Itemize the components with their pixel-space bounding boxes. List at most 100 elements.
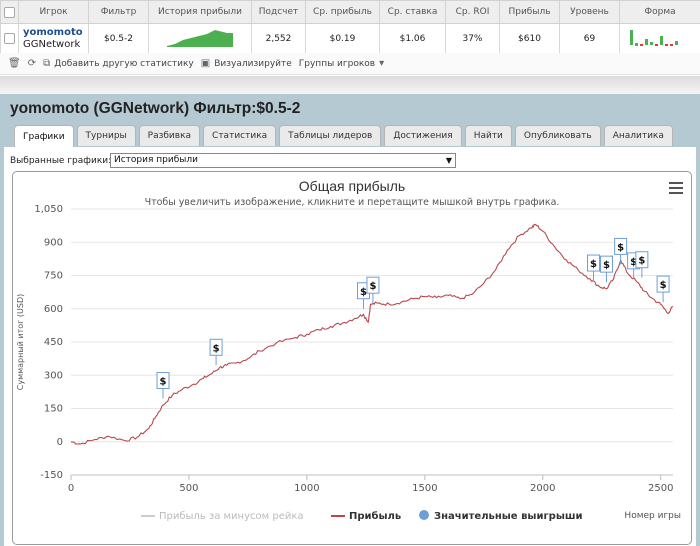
col-header-avg-roi[interactable]: Ср. ROI bbox=[445, 0, 500, 24]
player-panel: yomomoto (GGNetwork) Фильтр:$0.5-2 Графи… bbox=[0, 94, 700, 546]
filter-value: $0.5-2 bbox=[88, 23, 149, 54]
chart-select-value: История прибыли bbox=[114, 155, 198, 165]
big-win-marker[interactable]: $ bbox=[656, 275, 670, 303]
chart-title: Общая прибыль bbox=[298, 178, 406, 194]
col-header-player[interactable]: Игрок bbox=[18, 0, 89, 24]
tab-publish[interactable]: Опубликовать bbox=[514, 125, 601, 146]
big-win-marker[interactable]: $ bbox=[635, 251, 649, 278]
col-header-avg-stake[interactable]: Ср. ставка bbox=[379, 0, 446, 24]
svg-text:$: $ bbox=[213, 343, 220, 354]
tab-leaderboards[interactable]: Таблицы лидеров bbox=[279, 125, 382, 146]
select-all-checkbox[interactable] bbox=[0, 0, 19, 24]
chart-canvas: -150 0 150 300 450 600 750 900 1,050 0 500 1000 1500… bbox=[16, 204, 681, 522]
avg-stake-value: $1.06 bbox=[379, 23, 446, 54]
legend-net-profit: Прибыль за минусом рейка bbox=[159, 511, 304, 522]
profit-series-line bbox=[70, 223, 674, 445]
chevron-down-icon: ▼ bbox=[445, 156, 452, 165]
toolbar: 🗑 ⟳ ⧉ Добавить другую статистику ▣ Визуа… bbox=[0, 53, 700, 75]
x-tick-label: 500 bbox=[179, 483, 198, 494]
visualize-button[interactable]: ▣ Визуализируйте bbox=[201, 58, 292, 69]
page-title: yomomoto (GGNetwork) Фильтр:$0.5-2 bbox=[10, 100, 301, 117]
player-groups-dropdown[interactable]: Группы игроков ▾ bbox=[299, 58, 384, 69]
col-header-profit-history[interactable]: История прибыли bbox=[148, 0, 252, 24]
visualize-label: Визуализируйте bbox=[214, 58, 292, 69]
table-row: yomomoto GGNetwork $0.5-2 2,552 $0.19 $1… bbox=[0, 23, 700, 54]
y-tick-label: 750 bbox=[44, 271, 63, 282]
col-header-profit[interactable]: Прибыль bbox=[499, 0, 560, 24]
player-network: GGNetwork bbox=[23, 38, 81, 50]
x-axis-label: Номер игры bbox=[624, 511, 681, 521]
y-axis-label: Суммарный итог (USD) bbox=[16, 294, 25, 391]
x-tick-label: 0 bbox=[68, 483, 74, 494]
legend-big-wins: Значительные выигрыши bbox=[434, 511, 583, 522]
level-value: 69 bbox=[559, 23, 620, 54]
svg-text:$: $ bbox=[590, 259, 597, 270]
player-groups-label: Группы игроков bbox=[298, 58, 376, 69]
form-chart bbox=[619, 23, 700, 54]
svg-text:$: $ bbox=[369, 281, 376, 292]
chart-subtitle: Чтобы увеличить изображение, кликните и … bbox=[144, 197, 560, 208]
svg-text:$: $ bbox=[603, 260, 610, 271]
svg-text:$: $ bbox=[360, 287, 367, 298]
caret-down-icon: ▾ bbox=[379, 58, 385, 69]
add-column-icon: ⧉ bbox=[43, 58, 51, 69]
stats-table: Игрок Фильтр История прибыли Подсчет Ср.… bbox=[0, 0, 700, 54]
legend-profit: Прибыль bbox=[349, 510, 401, 522]
row-checkbox[interactable] bbox=[0, 23, 19, 54]
tab-tournaments[interactable]: Турниры bbox=[76, 125, 136, 146]
tab-statistics[interactable]: Статистика bbox=[203, 125, 277, 146]
big-win-marker[interactable]: $ bbox=[587, 254, 601, 282]
col-header-form[interactable]: Форма bbox=[619, 0, 700, 24]
avg-profit-value: $0.19 bbox=[305, 23, 380, 54]
svg-text:$: $ bbox=[638, 256, 645, 267]
big-win-marker[interactable]: $ bbox=[156, 372, 170, 399]
svg-text:$: $ bbox=[630, 257, 637, 268]
player-cell: yomomoto GGNetwork bbox=[18, 23, 89, 54]
col-header-level[interactable]: Уровень bbox=[559, 0, 620, 24]
profit-chart[interactable]: Общая прибыль Чтобы увеличить изображени… bbox=[12, 171, 692, 545]
y-tick-label: -150 bbox=[40, 470, 63, 481]
stats-header-row: Игрок Фильтр История прибыли Подсчет Ср.… bbox=[0, 0, 700, 24]
avg-roi-value: 37% bbox=[445, 23, 500, 54]
y-tick-label: 1,050 bbox=[34, 204, 63, 215]
tab-charts[interactable]: Графики bbox=[14, 125, 74, 147]
tab-breakdown[interactable]: Разбивка bbox=[138, 125, 201, 146]
player-name-link[interactable]: yomomoto bbox=[23, 26, 83, 38]
y-tick-label: 900 bbox=[44, 237, 63, 248]
image-icon: ▣ bbox=[200, 58, 211, 69]
big-win-marker[interactable]: $ bbox=[614, 237, 628, 265]
count-value: 2,552 bbox=[251, 23, 306, 54]
divider bbox=[0, 76, 700, 94]
trash-icon[interactable]: 🗑 bbox=[8, 58, 21, 69]
tab-analytics[interactable]: Аналитика bbox=[603, 125, 673, 146]
chart-select[interactable]: История прибыли ▼ bbox=[110, 153, 456, 168]
x-tick-label: 1500 bbox=[412, 483, 437, 494]
add-stats-button[interactable]: ⧉ Добавить другую статистику bbox=[43, 58, 194, 69]
profit-history-sparkline bbox=[148, 23, 252, 54]
y-tick-label: 600 bbox=[44, 304, 63, 315]
big-win-marker[interactable]: $ bbox=[366, 276, 380, 304]
y-tick-label: 150 bbox=[44, 404, 63, 415]
tab-achievements[interactable]: Достижения bbox=[384, 125, 462, 146]
x-tick-label: 2000 bbox=[530, 483, 555, 494]
col-header-avg-profit[interactable]: Ср. прибыль bbox=[305, 0, 380, 24]
legend-big-wins-swatch bbox=[419, 510, 429, 520]
y-tick-label: 450 bbox=[44, 337, 63, 348]
tab-content: Выбранные графики: История прибыли ▼ Общ… bbox=[4, 147, 696, 546]
profit-value: $610 bbox=[499, 23, 560, 54]
col-header-count[interactable]: Подсчет bbox=[251, 0, 306, 24]
x-tick-label: 2500 bbox=[648, 483, 673, 494]
col-header-filter[interactable]: Фильтр bbox=[88, 0, 149, 24]
y-tick-label: 0 bbox=[57, 437, 63, 448]
add-stats-label: Добавить другую статистику bbox=[54, 58, 194, 69]
svg-text:$: $ bbox=[660, 280, 667, 291]
selected-charts-label: Выбранные графики: bbox=[10, 156, 112, 166]
refresh-icon[interactable]: ⟳ bbox=[27, 58, 37, 69]
big-win-marker[interactable]: $ bbox=[599, 255, 613, 283]
tab-bar: Графики Турниры Разбивка Статистика Табл… bbox=[14, 125, 673, 147]
big-win-marker[interactable]: $ bbox=[209, 338, 223, 366]
chart-menu-icon[interactable] bbox=[669, 182, 683, 197]
svg-text:$: $ bbox=[617, 242, 624, 253]
y-tick-label: 300 bbox=[44, 370, 63, 381]
tab-find[interactable]: Найти bbox=[464, 125, 512, 146]
